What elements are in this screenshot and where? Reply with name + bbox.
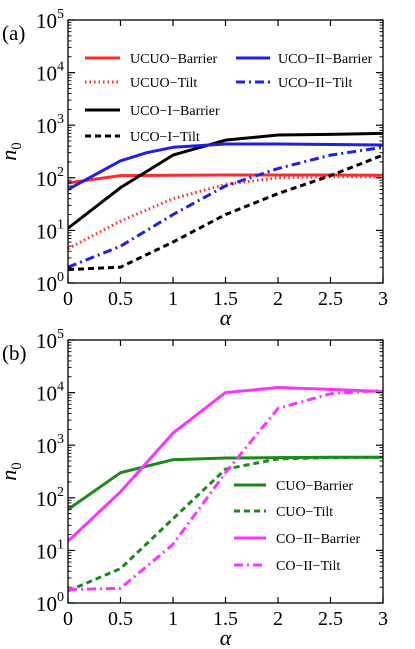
- legend: UCUO−Barrier UCUO−Tilt UCO−I−Barrier UCO−I−…: [85, 52, 373, 145]
- y-tick-label: 103: [36, 112, 64, 138]
- y-tick-exponent: 4: [57, 60, 64, 75]
- x-tick-label: 1.5: [213, 288, 238, 310]
- y-tick-exponent: 0: [57, 590, 64, 605]
- y-axis-label-main: n: [0, 470, 21, 481]
- y-tick-label: 100: [36, 270, 64, 296]
- y-tick-base: 10: [36, 9, 57, 33]
- x-axis-label: α: [220, 625, 232, 649]
- legend-entry-label: CO−II−Tilt: [276, 559, 340, 574]
- y-tick-label: 102: [36, 165, 64, 191]
- y-tick-base: 10: [36, 592, 57, 616]
- chart-panel-0: 00.511.522.53100101102103104105αn0(a)UCU…: [0, 7, 388, 330]
- x-tick-label: 0: [63, 608, 73, 630]
- y-tick-exponent: 2: [57, 165, 64, 180]
- y-tick-label: 102: [36, 485, 64, 511]
- y-tick-label: 104: [36, 380, 64, 406]
- legend: CUO−Barrier CUO−Tilt CO−II−Barrier CO−II−Ti…: [234, 479, 361, 574]
- series-line-1-2: [68, 386, 383, 543]
- y-tick-base: 10: [36, 539, 57, 563]
- y-axis-label: n0: [0, 142, 25, 161]
- y-tick-base: 10: [36, 382, 57, 406]
- x-tick-label: 2: [273, 608, 283, 630]
- series-line-0-3: [68, 153, 383, 272]
- x-tick-label: 2: [273, 288, 283, 310]
- legend-entry-label: CUO−Tilt: [276, 505, 333, 520]
- series-line-0-1: [68, 175, 383, 250]
- legend-entry-label: CO−II−Barrier: [276, 532, 361, 547]
- x-tick-label: 0.5: [108, 608, 133, 630]
- y-axis-label-subscript: 0: [9, 462, 25, 470]
- y-tick-exponent: 1: [57, 217, 64, 232]
- y-tick-base: 10: [36, 329, 57, 353]
- y-tick-exponent: 3: [57, 432, 64, 447]
- y-tick-exponent: 0: [57, 270, 64, 285]
- y-tick-base: 10: [36, 219, 57, 243]
- y-tick-base: 10: [36, 434, 57, 458]
- x-tick-label: 2.5: [318, 288, 343, 310]
- y-tick-label: 100: [36, 590, 64, 616]
- y-tick-label: 101: [36, 217, 64, 243]
- y-tick-base: 10: [36, 167, 57, 191]
- panel-label: (b): [2, 341, 27, 365]
- y-tick-label: 101: [36, 537, 64, 563]
- panel-label: (a): [2, 21, 25, 45]
- chart-panel-1: 00.511.522.53100101102103104105αn0(b)CUO…: [0, 327, 388, 649]
- series-line-0-2: [68, 131, 383, 230]
- y-axis-label-subscript: 0: [9, 142, 25, 150]
- x-tick-label: 1: [168, 288, 178, 310]
- x-tick-label: 3: [378, 288, 388, 310]
- y-tick-exponent: 2: [57, 485, 64, 500]
- y-tick-label: 103: [36, 432, 64, 458]
- y-tick-exponent: 3: [57, 112, 64, 127]
- y-tick-exponent: 1: [57, 537, 64, 552]
- series-line-0-5: [68, 145, 383, 269]
- y-tick-label: 105: [36, 7, 64, 33]
- x-tick-label: 0.5: [108, 288, 133, 310]
- x-tick-label: 3: [378, 608, 388, 630]
- x-tick-label: 2.5: [318, 608, 343, 630]
- series-line-0-4: [68, 142, 383, 191]
- y-tick-base: 10: [36, 62, 57, 86]
- legend-entry-label: UCO−II−Barrier: [278, 52, 373, 67]
- x-axis-label: α: [220, 305, 232, 330]
- y-tick-base: 10: [36, 272, 57, 296]
- y-tick-exponent: 5: [57, 327, 64, 342]
- x-tick-label: 0: [63, 288, 73, 310]
- legend-entry-label: CUO−Barrier: [276, 479, 353, 494]
- series-line-1-3: [68, 388, 383, 592]
- series-line-1-0: [68, 455, 383, 511]
- legend-entry-label: UCUO−Tilt: [130, 76, 197, 91]
- y-axis-label: n0: [0, 462, 25, 481]
- y-tick-label: 105: [36, 327, 64, 353]
- y-tick-exponent: 4: [57, 380, 64, 395]
- y-tick-base: 10: [36, 487, 57, 511]
- x-tick-label: 1.5: [213, 608, 238, 630]
- y-tick-base: 10: [36, 114, 57, 138]
- x-tick-label: 1: [168, 608, 178, 630]
- legend-entry-label: UCO−II−Tilt: [278, 76, 353, 91]
- y-tick-exponent: 5: [57, 7, 64, 22]
- y-axis-label-main: n: [0, 150, 21, 161]
- series-line-1-1: [68, 455, 383, 593]
- legend-entry-label: UCUO−Barrier: [130, 52, 218, 67]
- legend-entry-label: UCO−I−Barrier: [130, 104, 220, 119]
- series-line-0-0: [68, 173, 383, 185]
- y-tick-label: 104: [36, 60, 64, 86]
- legend-entry-label: UCO−I−Tilt: [130, 130, 200, 145]
